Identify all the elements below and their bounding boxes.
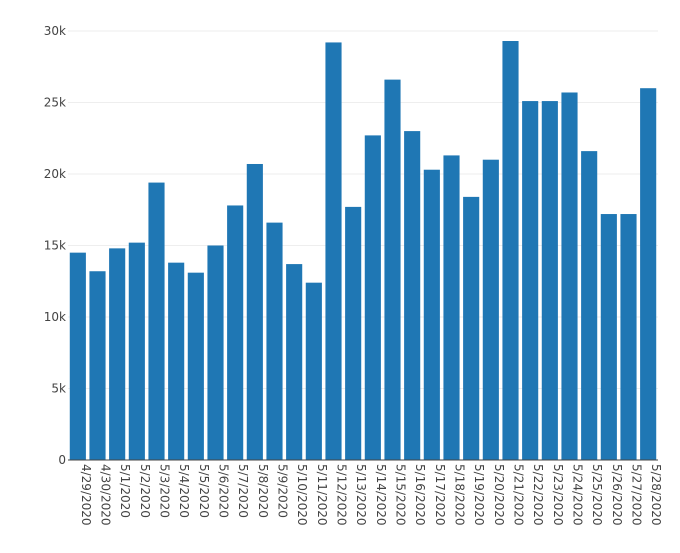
x-tick-label: 5/26/2020 bbox=[610, 464, 624, 526]
bar[interactable] bbox=[227, 205, 244, 460]
bar[interactable] bbox=[128, 242, 145, 460]
y-tick-label: 20k bbox=[44, 167, 66, 181]
bar[interactable] bbox=[561, 92, 578, 461]
bar[interactable] bbox=[581, 151, 598, 460]
x-tick-label: 5/5/2020 bbox=[197, 464, 211, 518]
bar[interactable] bbox=[522, 101, 539, 460]
x-tick-label: 5/28/2020 bbox=[649, 464, 663, 526]
x-tick-label: 5/12/2020 bbox=[335, 464, 349, 526]
bar[interactable] bbox=[364, 135, 381, 460]
x-tick-label: 5/2/2020 bbox=[138, 464, 152, 518]
grid-layer bbox=[68, 30, 658, 389]
y-tick-label: 15k bbox=[44, 239, 66, 253]
y-tick-label: 5k bbox=[51, 382, 66, 396]
x-tick-label: 5/24/2020 bbox=[571, 464, 585, 526]
bar[interactable] bbox=[286, 264, 303, 460]
y-tick-label: 0 bbox=[58, 453, 66, 467]
bar[interactable] bbox=[109, 248, 126, 460]
bar[interactable] bbox=[168, 262, 185, 460]
bar[interactable] bbox=[246, 163, 263, 461]
y-tick-label: 25k bbox=[44, 96, 66, 110]
x-tick-label: 5/19/2020 bbox=[472, 464, 486, 526]
x-tick-label: 5/23/2020 bbox=[551, 464, 565, 526]
bar[interactable] bbox=[541, 101, 558, 460]
bar[interactable] bbox=[463, 196, 480, 460]
bar[interactable] bbox=[345, 206, 362, 460]
bar[interactable] bbox=[423, 169, 440, 460]
bar[interactable] bbox=[600, 214, 617, 460]
y-axis-ticks: 0 5k 10k 15k 20k 25k 30k bbox=[44, 24, 66, 467]
y-tick-label: 10k bbox=[44, 310, 66, 324]
bar[interactable] bbox=[443, 155, 460, 460]
x-tick-label: 5/4/2020 bbox=[177, 464, 191, 518]
y-tick-label: 30k bbox=[44, 24, 66, 38]
bar[interactable] bbox=[207, 245, 224, 461]
x-tick-label: 5/17/2020 bbox=[433, 464, 447, 526]
bar[interactable] bbox=[482, 159, 499, 460]
bar[interactable] bbox=[266, 222, 283, 460]
bars-layer bbox=[69, 41, 657, 461]
x-tick-label: 5/8/2020 bbox=[256, 464, 270, 518]
bar[interactable] bbox=[148, 182, 165, 460]
x-tick-label: 5/1/2020 bbox=[118, 464, 132, 518]
bar[interactable] bbox=[384, 79, 401, 461]
x-tick-label: 5/16/2020 bbox=[413, 464, 427, 526]
bar[interactable] bbox=[640, 88, 657, 460]
bar[interactable] bbox=[325, 42, 342, 460]
x-tick-label: 5/14/2020 bbox=[374, 464, 388, 526]
x-tick-label: 5/3/2020 bbox=[158, 464, 172, 518]
x-tick-label: 5/10/2020 bbox=[295, 464, 309, 526]
x-tick-label: 4/29/2020 bbox=[79, 464, 93, 526]
x-tick-label: 5/25/2020 bbox=[590, 464, 604, 526]
bar[interactable] bbox=[620, 214, 637, 460]
x-tick-label: 5/6/2020 bbox=[217, 464, 231, 518]
x-tick-label: 5/21/2020 bbox=[512, 464, 526, 526]
x-tick-label: 5/9/2020 bbox=[276, 464, 290, 518]
bar[interactable] bbox=[187, 272, 204, 460]
x-axis-ticks: 4/29/2020 4/30/2020 5/1/2020 5/2/2020 5/3/20… bbox=[79, 464, 663, 526]
x-tick-label: 5/11/2020 bbox=[315, 464, 329, 526]
x-tick-label: 5/7/2020 bbox=[236, 464, 250, 518]
bar[interactable] bbox=[89, 271, 106, 460]
bar[interactable] bbox=[69, 252, 86, 460]
bar[interactable] bbox=[404, 131, 421, 460]
bar[interactable] bbox=[305, 282, 322, 460]
x-tick-label: 5/18/2020 bbox=[453, 464, 467, 526]
x-tick-label: 5/22/2020 bbox=[531, 464, 545, 526]
x-tick-label: 5/27/2020 bbox=[630, 464, 644, 526]
bar[interactable] bbox=[502, 41, 519, 460]
x-tick-label: 5/13/2020 bbox=[354, 464, 368, 526]
x-tick-label: 5/20/2020 bbox=[492, 464, 506, 526]
x-tick-label: 4/30/2020 bbox=[99, 464, 113, 526]
x-tick-label: 5/15/2020 bbox=[394, 464, 408, 526]
